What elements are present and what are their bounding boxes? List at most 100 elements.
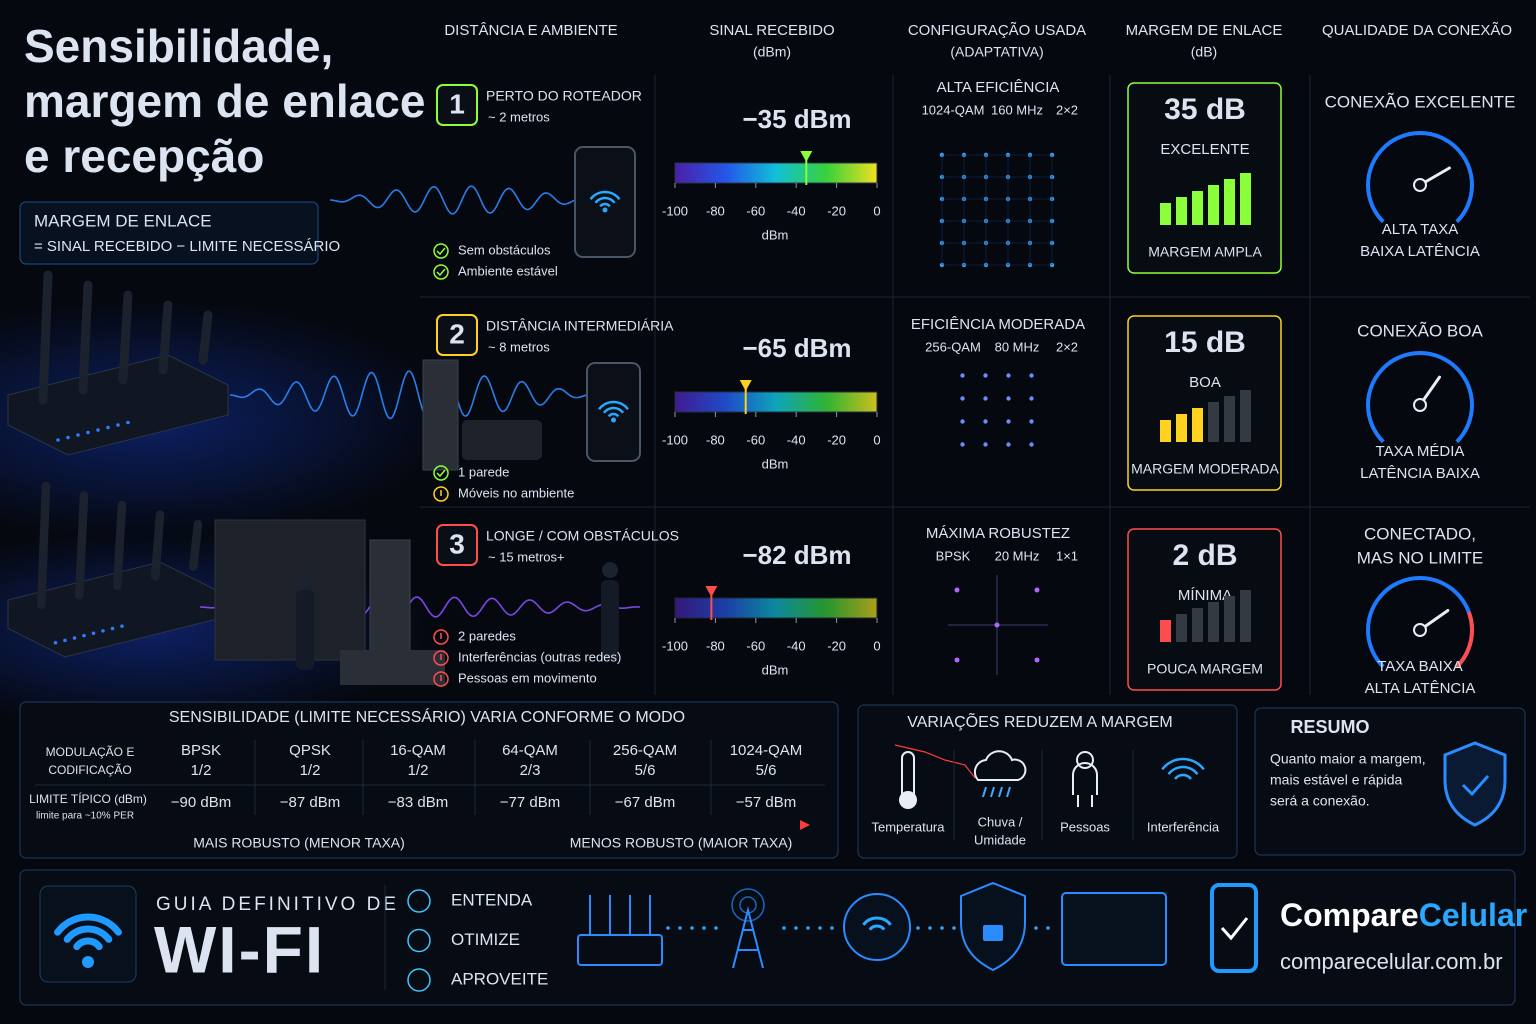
limit-value: −57 dBm	[736, 794, 796, 811]
quality-title: CONEXÃO BOA	[1357, 321, 1483, 340]
column-subtitle: (dBm)	[753, 44, 791, 60]
code-rate: 1/2	[408, 762, 429, 779]
constellation-point	[954, 587, 960, 593]
column-title: QUALIDADE DA CONEXÃO	[1322, 22, 1512, 39]
chain-dot	[666, 926, 670, 930]
constellation-point	[1029, 442, 1034, 447]
signal-unit: dBm	[762, 456, 789, 471]
config-param: BPSK	[936, 548, 971, 563]
router-antenna	[74, 491, 89, 600]
fast-label: MENOS ROBUSTO (MAIOR TAXA)	[570, 835, 792, 851]
summary-line: mais estável e rápida	[1270, 772, 1403, 788]
icon-cloud	[973, 750, 1027, 781]
signal-value: −65 dBm	[742, 333, 851, 363]
signal-tick-label: -80	[706, 638, 725, 653]
wall	[422, 359, 459, 471]
router-antenna	[188, 519, 203, 572]
brand-part: Celular	[1419, 897, 1527, 933]
constellation-point	[1006, 396, 1011, 401]
code-rate: 5/6	[635, 762, 656, 779]
modulation: 1024-QAM	[730, 742, 803, 759]
note-text: 2 paredes	[458, 628, 516, 643]
signal-marker	[739, 380, 752, 391]
variation-label: Interferência	[1147, 819, 1220, 834]
summary-line: Quanto maior a margem,	[1270, 751, 1426, 767]
title-line: margem de enlace	[24, 75, 425, 127]
brand-phone-icon	[1210, 883, 1258, 973]
footer-wifi-icon	[63, 925, 113, 943]
variations-box	[857, 704, 1238, 859]
brand-part: Compare	[1280, 897, 1419, 933]
scenario-number: 3	[449, 528, 465, 559]
limit-value: −90 dBm	[171, 794, 231, 811]
constellation-point	[983, 396, 988, 401]
icon-interference-wifi	[1161, 757, 1205, 771]
signal-tick-label: -40	[787, 432, 806, 447]
constellation-point	[960, 442, 965, 447]
router-antenna	[150, 510, 165, 581]
constellation-point	[954, 657, 960, 663]
signal-tick-label: -100	[662, 638, 688, 653]
signal-value: −82 dBm	[742, 540, 851, 570]
margin-bar-lit	[1176, 414, 1187, 442]
constellation-point	[983, 419, 988, 424]
quality-line: TAXA MÉDIA	[1376, 443, 1465, 460]
code-rate: 1/2	[300, 762, 321, 779]
footer-wifi-icon	[54, 913, 122, 936]
chain-dot	[928, 926, 932, 930]
phone-wifi-icon	[611, 417, 616, 423]
person-head	[297, 572, 313, 588]
signal-tick-label: -60	[746, 203, 765, 218]
modulation: 64-QAM	[502, 742, 558, 759]
note-text: Pessoas em movimento	[458, 670, 597, 685]
router-led	[116, 423, 120, 427]
chain-dot	[1046, 926, 1050, 930]
icon-person-head	[1076, 751, 1094, 769]
icon-rain	[1006, 786, 1011, 798]
config-title: MÁXIMA ROBUSTEZ	[926, 525, 1070, 542]
scenario-title: LONGE / COM OBSTÁCULOS	[486, 528, 679, 544]
note-text: Ambiente estável	[458, 263, 558, 278]
guide-text: GUIA DEFINITIVO DE	[156, 894, 399, 915]
robustness-arrowhead	[800, 820, 810, 830]
quality-line: LATÊNCIA BAIXA	[1360, 465, 1480, 482]
scenario-number-box	[436, 314, 478, 356]
chain-dot	[690, 926, 694, 930]
signal-tick-label: -100	[662, 432, 688, 447]
note-icon-check	[436, 469, 446, 478]
signal-tick-label: 0	[873, 203, 880, 218]
margin-bar-lit	[1160, 203, 1171, 225]
modulation: QPSK	[289, 742, 331, 759]
icon-person-body	[1072, 762, 1098, 807]
margin-bar-lit	[1240, 173, 1251, 225]
scenario-distance: ~ 8 metros	[488, 339, 550, 354]
signal-tick-label: -20	[827, 432, 846, 447]
router-led	[82, 633, 86, 638]
router-led	[66, 435, 70, 440]
chain-devices	[1061, 892, 1167, 966]
signal-marker	[800, 151, 813, 162]
margin-bar-off	[1224, 396, 1235, 442]
margin-bar-off	[1192, 608, 1203, 642]
gauge-hub	[1413, 178, 1427, 192]
constellation-point	[1006, 442, 1011, 447]
chain-wifi-icon	[862, 916, 892, 926]
router-led	[56, 438, 60, 442]
config-param: 1024-QAM	[922, 102, 985, 117]
note-icon-check	[436, 268, 446, 277]
chain-wifi-icon	[868, 924, 886, 931]
note-icon-check	[436, 247, 446, 256]
margin-rating: EXCELENTE	[1160, 141, 1249, 158]
note-text: Móveis no ambiente	[458, 485, 574, 500]
margin-description: POUCA MARGEM	[1147, 661, 1263, 677]
shield-icon	[1443, 741, 1507, 827]
config-title: ALTA EFICIÊNCIA	[937, 79, 1060, 96]
config-param: 160 MHz	[991, 102, 1043, 117]
signal-tick-label: -40	[787, 638, 806, 653]
action-label: OTIMIZE	[451, 930, 520, 949]
margin-bar-lit	[1192, 191, 1203, 225]
formula-title: MARGEM DE ENLACE	[34, 211, 212, 230]
code-rate: 1/2	[191, 762, 212, 779]
chain-tower-signal	[739, 896, 757, 914]
